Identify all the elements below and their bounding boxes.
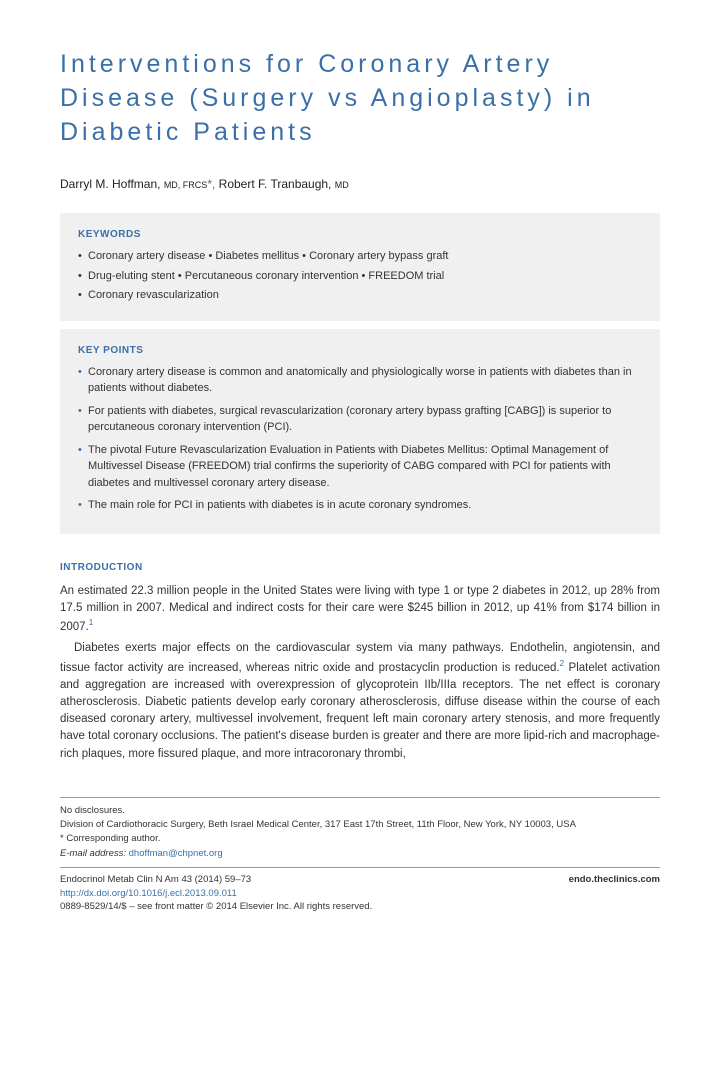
corresponding-author-line: * Corresponding author. — [60, 832, 660, 846]
keypoints-box: KEY POINTS Coronary artery disease is co… — [60, 329, 660, 534]
introduction-heading: INTRODUCTION — [60, 562, 660, 573]
intro-paragraph-1: An estimated 22.3 million people in the … — [60, 583, 660, 637]
keypoint-item: The main role for PCI in patients with d… — [78, 497, 642, 514]
author-2-credentials: MD — [335, 180, 349, 190]
intro-p2b-text: Platelet activation and aggregation are … — [60, 661, 660, 759]
footer-meta-left: Endocrinol Metab Clin N Am 43 (2014) 59–… — [60, 873, 372, 914]
copyright-line: 0889-8529/14/$ – see front matter © 2014… — [60, 900, 372, 914]
footer-block: No disclosures. Division of Cardiothorac… — [60, 797, 660, 868]
keyword-item: Drug-eluting stent • Percutaneous corona… — [78, 268, 642, 285]
citation-ref-1[interactable]: 1 — [89, 618, 93, 627]
keywords-list: Coronary artery disease • Diabetes melli… — [78, 248, 642, 304]
author-2: Robert F. Tranbaugh, — [219, 177, 335, 191]
keywords-box: KEYWORDS Coronary artery disease • Diabe… — [60, 213, 660, 321]
intro-p1-text: An estimated 22.3 million people in the … — [60, 585, 660, 633]
journal-site[interactable]: endo.theclinics.com — [569, 873, 660, 887]
doi-link[interactable]: http://dx.doi.org/10.1016/j.ecl.2013.09.… — [60, 887, 372, 901]
keypoint-item: The pivotal Future Revascularization Eva… — [78, 442, 642, 492]
keyword-item: Coronary revascularization — [78, 287, 642, 304]
citation-line: Endocrinol Metab Clin N Am 43 (2014) 59–… — [60, 873, 372, 887]
author-1: Darryl M. Hoffman, — [60, 177, 164, 191]
introduction-body: An estimated 22.3 million people in the … — [60, 583, 660, 763]
author-1-credentials: MD, FRCS — [164, 180, 208, 190]
intro-paragraph-2: Diabetes exerts major effects on the car… — [60, 640, 660, 763]
affiliation-line: Division of Cardiothoracic Surgery, Beth… — [60, 818, 660, 832]
email-line: E-mail address: dhoffman@chpnet.org — [60, 847, 660, 861]
keypoint-item: For patients with diabetes, surgical rev… — [78, 403, 642, 436]
email-label: E-mail address: — [60, 848, 129, 859]
authors-line: Darryl M. Hoffman, MD, FRCS*, Robert F. … — [60, 177, 660, 191]
keyword-item: Coronary artery disease • Diabetes melli… — [78, 248, 642, 265]
article-title: Interventions for Coronary Artery Diseas… — [60, 48, 660, 149]
disclosure-line: No disclosures. — [60, 804, 660, 818]
footer-meta: Endocrinol Metab Clin N Am 43 (2014) 59–… — [60, 868, 660, 914]
keypoints-heading: KEY POINTS — [78, 343, 642, 358]
email-link[interactable]: dhoffman@chpnet.org — [129, 848, 223, 859]
keypoints-list: Coronary artery disease is common and an… — [78, 364, 642, 514]
corresponding-asterisk: *, — [207, 177, 218, 191]
keypoint-item: Coronary artery disease is common and an… — [78, 364, 642, 397]
keywords-heading: KEYWORDS — [78, 227, 642, 242]
